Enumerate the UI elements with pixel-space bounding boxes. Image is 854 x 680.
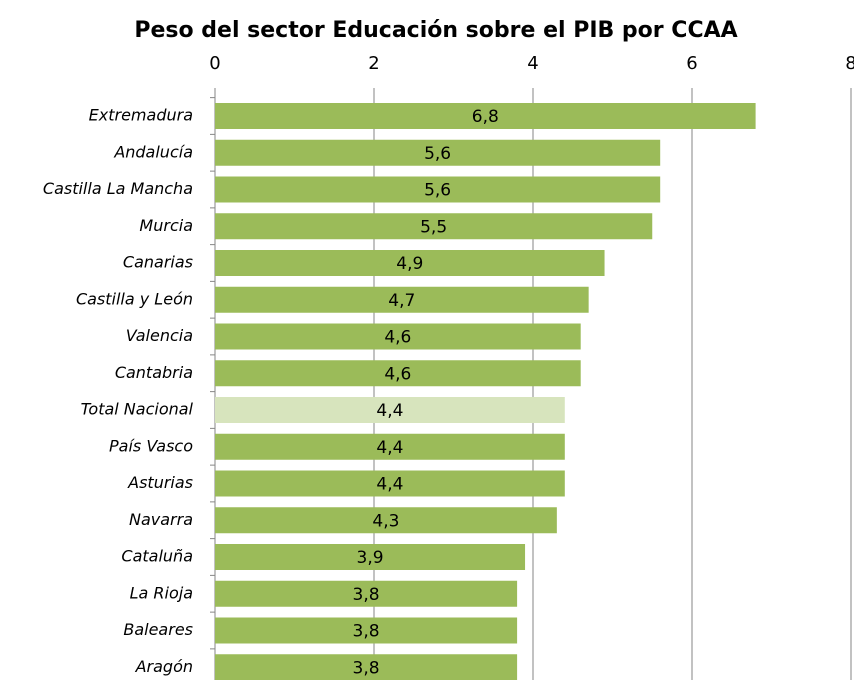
bar: [215, 544, 526, 570]
y-tick-label: País Vasco: [109, 436, 193, 455]
value-label: 4,4: [376, 438, 403, 458]
bar: [215, 139, 661, 166]
bar: [215, 250, 605, 276]
bar: [215, 433, 565, 460]
bar: [215, 286, 589, 313]
bar: [215, 397, 565, 423]
y-tick-label: Cataluña: [121, 547, 193, 566]
value-label: 3,9: [357, 548, 384, 568]
chart-title: Peso del sector Educación sobre el PIB p…: [134, 18, 737, 43]
y-tick-label: La Rioja: [130, 583, 193, 602]
y-tick-label: Castilla La Mancha: [43, 179, 193, 198]
bar: [215, 507, 557, 534]
value-label: 4,6: [384, 328, 411, 348]
x-tick-label: 2: [368, 53, 379, 74]
value-label: 4,6: [384, 364, 411, 384]
bar: [215, 470, 565, 497]
value-label: 5,6: [424, 181, 451, 201]
value-label: 3,8: [353, 622, 380, 642]
x-tick-label: 4: [527, 53, 538, 74]
y-tick-label: Andalucía: [113, 142, 193, 161]
bar: [215, 654, 518, 680]
value-label: 3,8: [353, 585, 380, 605]
y-tick-label: Cantabria: [115, 363, 193, 382]
y-tick-label: Navarra: [129, 510, 193, 529]
value-label: 4,3: [372, 511, 399, 531]
x-tick-label: 0: [209, 53, 220, 74]
value-label: 6,8: [472, 107, 499, 127]
value-label: 5,6: [424, 144, 451, 164]
y-tick-label: Asturias: [127, 473, 193, 492]
bar: [215, 213, 653, 240]
y-tick-label: Extremadura: [89, 106, 193, 125]
value-label: 4,7: [388, 291, 415, 311]
bar: [215, 580, 518, 607]
y-tick-label: Castilla y León: [76, 289, 193, 308]
y-tick-label: Murcia: [139, 216, 193, 235]
bar: [215, 323, 581, 350]
bar: [215, 617, 518, 644]
y-tick-label: Aragón: [135, 657, 193, 676]
value-label: 3,8: [353, 658, 380, 678]
value-label: 4,4: [376, 475, 403, 495]
value-label: 4,4: [376, 401, 403, 421]
bar: [215, 360, 581, 387]
y-tick-label: Baleares: [123, 620, 193, 639]
y-tick-label: Total Nacional: [81, 400, 194, 419]
bar: [215, 176, 661, 203]
x-tick-label: 8: [845, 53, 854, 74]
x-tick-label: 6: [686, 53, 697, 74]
y-tick-label: Valencia: [126, 326, 193, 345]
bar: [215, 103, 756, 129]
value-label: 5,5: [420, 217, 447, 237]
y-tick-label: Canarias: [123, 253, 193, 272]
value-label: 4,9: [396, 254, 423, 274]
